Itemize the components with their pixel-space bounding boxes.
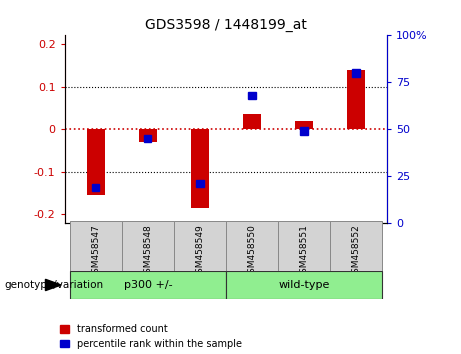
Text: GSM458551: GSM458551 — [300, 224, 308, 279]
Bar — [87, 129, 105, 195]
Bar — [144, 135, 152, 142]
Bar — [196, 180, 203, 188]
Text: wild-type: wild-type — [278, 280, 330, 290]
Bar — [92, 183, 100, 191]
Bar — [226, 221, 278, 273]
Text: GSM458547: GSM458547 — [91, 224, 100, 279]
Bar — [191, 129, 209, 208]
Bar — [330, 221, 382, 273]
Text: GSM458548: GSM458548 — [143, 224, 152, 279]
Text: p300 +/-: p300 +/- — [124, 280, 172, 290]
Bar — [295, 121, 313, 129]
Bar — [122, 221, 174, 273]
Legend: transformed count, percentile rank within the sample: transformed count, percentile rank withi… — [60, 324, 242, 349]
Bar — [300, 127, 307, 135]
Bar — [278, 221, 330, 273]
Polygon shape — [46, 279, 61, 291]
Title: GDS3598 / 1448199_at: GDS3598 / 1448199_at — [145, 18, 307, 32]
Bar — [70, 271, 225, 299]
Bar — [226, 271, 382, 299]
Text: GSM458552: GSM458552 — [351, 224, 361, 279]
Bar — [139, 129, 157, 142]
Bar — [70, 221, 122, 273]
Bar — [174, 221, 225, 273]
Bar — [352, 69, 360, 77]
Text: GSM458550: GSM458550 — [248, 224, 256, 279]
Bar — [347, 69, 365, 129]
Bar — [248, 92, 255, 99]
Bar — [243, 114, 261, 129]
Text: GSM458549: GSM458549 — [195, 224, 204, 279]
Text: genotype/variation: genotype/variation — [5, 280, 104, 290]
